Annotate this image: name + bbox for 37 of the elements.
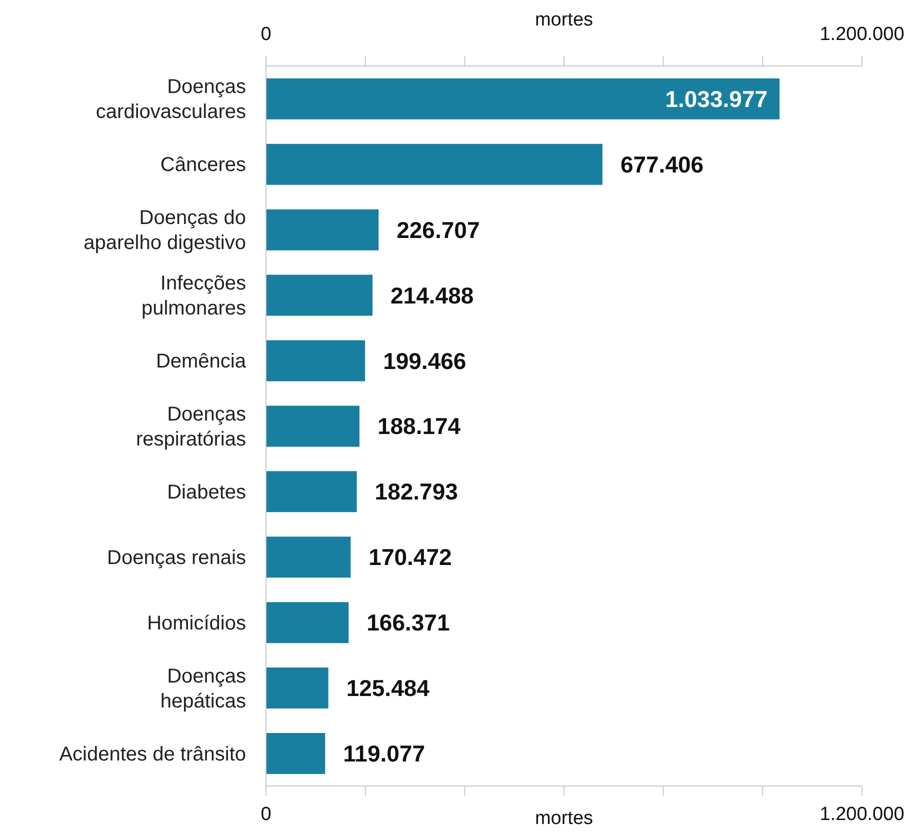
y-tick-label: Homicídios <box>147 612 246 634</box>
y-tick-label: Doenças cardiovasculares <box>96 76 246 124</box>
data-label: 182.793 <box>374 478 458 505</box>
data-label: 119.077 <box>343 740 426 766</box>
y-tick-label: Cânceres <box>160 154 246 176</box>
bar <box>266 274 373 316</box>
bar <box>266 668 328 709</box>
bar <box>266 536 351 578</box>
y-tick-label: Infecções pulmonares <box>141 272 246 320</box>
y-tick-label: Doenças respiratórias <box>136 404 246 450</box>
bar <box>266 732 326 774</box>
data-label: 226.707 <box>396 216 480 243</box>
data-label: 199.466 <box>383 348 466 374</box>
bar <box>266 340 366 382</box>
data-label: 125.484 <box>346 675 430 702</box>
y-tick-label: Acidentes de trânsito <box>59 743 246 766</box>
y-tick-label: Diabetes <box>167 481 246 504</box>
data-label: 166.371 <box>366 610 450 636</box>
x2-axis-title: mortes <box>534 9 594 30</box>
data-label: 677.406 <box>620 151 704 178</box>
y-tick-label: Demência <box>156 350 247 373</box>
bar <box>266 209 379 250</box>
bar <box>266 144 602 185</box>
data-label: 188.174 <box>377 413 461 440</box>
bar <box>266 406 360 447</box>
bar <box>266 78 780 120</box>
y-tick-label: Doenças do aparelho digestivo <box>84 207 246 254</box>
data-label: 170.472 <box>368 544 452 570</box>
y-tick-label: Doenças renais <box>107 546 246 569</box>
x2-tick-label: 0 <box>260 24 272 45</box>
bar <box>266 602 349 644</box>
data-label: 1.033.977 <box>665 86 768 112</box>
y-tick-label: Doenças hepáticas <box>160 665 246 712</box>
data-label: 214.488 <box>390 282 474 308</box>
x2-tick-label: 1.200.000 <box>820 24 904 45</box>
x-axis-title: mortes <box>534 808 594 829</box>
bar <box>266 471 357 512</box>
